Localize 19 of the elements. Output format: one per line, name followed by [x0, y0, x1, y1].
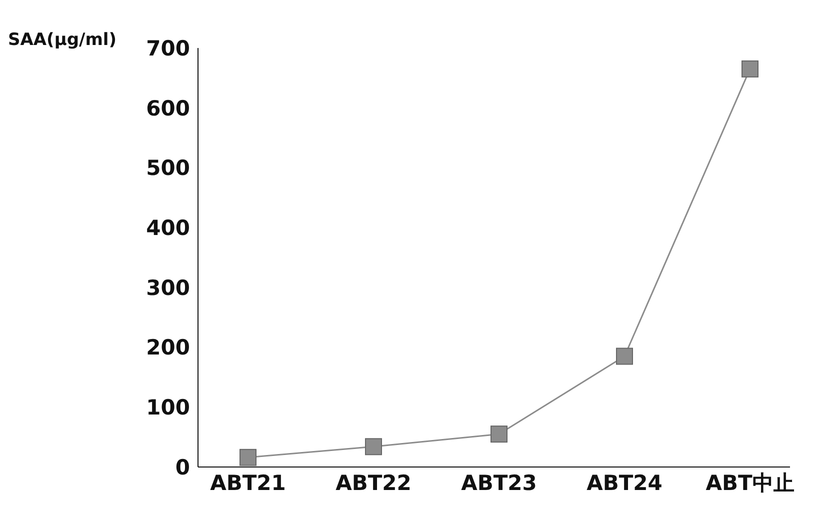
y-tick-label: 600 [146, 96, 190, 120]
x-tick-label: ABT21 [210, 470, 286, 495]
x-tick-label: ABT24 [586, 470, 662, 495]
point [616, 348, 633, 365]
y-tick-label: 400 [146, 216, 190, 240]
y-tick-label: 500 [146, 156, 190, 180]
y-tick-label: 0 [175, 455, 190, 480]
y-tick-label: 700 [146, 36, 190, 60]
point [240, 448, 256, 466]
x-tick-label: ABT中止 [706, 470, 794, 495]
y-axis-title: SAA(μg/ml) [8, 30, 117, 50]
point [742, 60, 758, 78]
point [490, 426, 508, 443]
x-tick-label: ABT23 [461, 470, 537, 495]
point [365, 438, 382, 456]
y-tick-label: 100 [146, 396, 190, 420]
y-tick-label: 300 [146, 276, 190, 300]
y-tick-label: 200 [146, 336, 190, 360]
x-tick-label: ABT22 [336, 470, 412, 495]
